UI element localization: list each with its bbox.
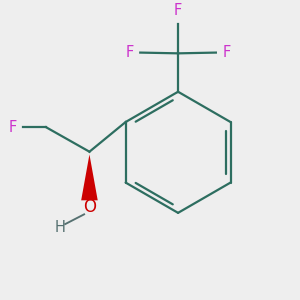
- Polygon shape: [81, 154, 98, 200]
- Text: F: F: [125, 45, 134, 60]
- Text: F: F: [222, 45, 231, 60]
- Text: F: F: [8, 120, 16, 135]
- Text: O: O: [83, 198, 96, 216]
- Text: H: H: [55, 220, 65, 235]
- Text: F: F: [174, 3, 182, 18]
